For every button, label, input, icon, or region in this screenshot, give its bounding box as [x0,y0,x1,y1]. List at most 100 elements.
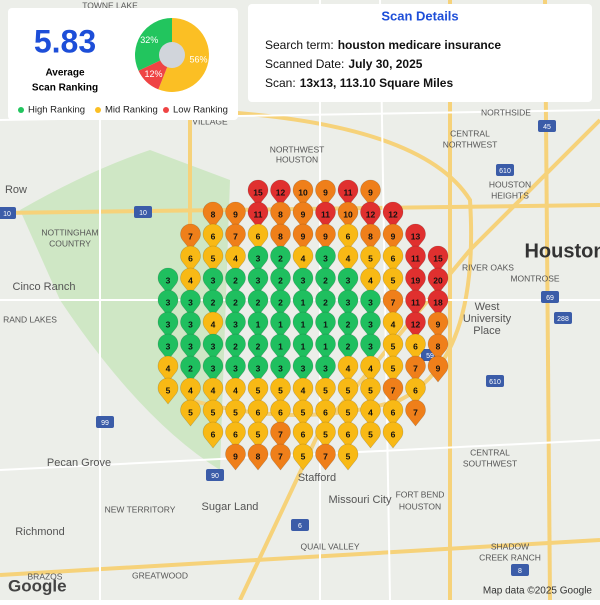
ranking-pin [202,223,224,251]
ranking-pin [337,311,359,339]
pin-rank: 2 [323,275,328,285]
pin-rank: 3 [166,275,171,285]
ranking-pin [292,245,314,273]
pin-rank: 3 [211,341,216,351]
pin-rank: 6 [391,253,396,263]
pin-rank: 7 [413,407,418,417]
ranking-pin [270,223,291,251]
ranking-pin [405,311,426,339]
place-label: BRAZOS [28,571,63,581]
pin-rank: 2 [233,275,238,285]
place-label: HOUSTON [399,501,441,511]
ranking-pin [270,333,291,361]
pin-rank: 3 [256,363,261,373]
ranking-pin [202,289,224,317]
pie-label: 32% [140,35,158,45]
shield-label: 69 [546,295,554,302]
ranking-pin [315,355,336,383]
ranking-pin [270,245,291,273]
pin-rank: 8 [211,209,216,219]
pin-rank: 8 [278,209,283,219]
pin-rank: 6 [211,429,216,439]
ranking-pin [157,355,179,383]
ranking-pin [225,267,246,295]
pin-rank: 9 [233,209,238,219]
pin-rank: 5 [233,407,238,417]
ranking-pin [360,267,381,295]
place-label: MONTROSE [510,273,559,283]
ranking-pin [180,223,201,251]
pin-rank: 7 [278,451,283,461]
ranking-pin [270,443,291,471]
pin-rank: 6 [413,341,418,351]
place-label: GREATWOOD [132,570,188,580]
ranking-pin [427,355,449,383]
google-logo: Google [8,576,67,595]
pin-rank: 5 [391,275,396,285]
place-label: QUAIL VALLEY [300,541,359,551]
ranking-pin [405,377,426,405]
ranking-pin [247,333,269,361]
ranking-pin [202,421,224,449]
place-label: West [475,301,500,313]
ranking-pin [157,377,179,405]
pin-rank: 5 [301,407,306,417]
shield [541,291,559,303]
ranking-pin [337,245,359,273]
ranking-pin [405,399,426,427]
ranking-pin [292,289,314,317]
ranking-pin [337,289,359,317]
ranking-pin [225,377,246,405]
ranking-pin [180,355,201,383]
pin-rank: 2 [233,341,238,351]
place-label: NEW TERRITORY [105,504,176,514]
pin-rank: 3 [278,363,283,373]
ranking-pin [202,399,224,427]
ranking-pin [315,179,336,207]
pin-rank: 6 [233,429,238,439]
place-label: VILLAGE [192,116,228,126]
pin-rank: 1 [301,319,306,329]
ranking-pin [315,377,336,405]
place-label: Stafford [298,472,336,484]
ranking-pin [382,223,404,251]
pin-rank: 12 [411,319,421,329]
shield [486,375,504,387]
pin-rank: 3 [233,363,238,373]
pin-rank: 3 [323,363,328,373]
pin-rank: 4 [301,385,306,395]
ranking-pin [405,289,426,317]
ranking-pin [225,201,246,229]
pin-rank: 6 [301,429,306,439]
place-label: CREEK RANCH [479,552,541,562]
shield-label: 10 [3,211,11,218]
pin-rank: 3 [256,275,261,285]
ranking-pin [157,311,179,339]
pin-rank: 5 [166,385,171,395]
place-label: University [463,313,512,325]
pin-rank: 4 [301,253,306,263]
pin-rank: 19 [411,275,421,285]
ranking-pin [382,245,404,273]
ranking-pin [315,223,336,251]
pie-label: 12% [145,69,163,79]
ranking-pin [315,201,336,229]
pin-rank: 6 [256,231,261,241]
pin-rank: 1 [301,297,306,307]
pin-rank: 4 [346,363,351,373]
legend-dot [95,107,101,113]
pin-rank: 4 [368,407,373,417]
pin-rank: 5 [368,253,373,263]
pin-rank: 8 [278,231,283,241]
shield [538,120,556,132]
ranking-pin [292,399,314,427]
pin-rank: 6 [256,407,261,417]
pin-rank: 1 [278,319,283,329]
ranking-pin [202,201,224,229]
place-label: SHADOW [491,541,529,551]
detail-row: Scan: 13x13, 113.10 Square Miles [265,76,453,90]
place-label: Row [5,184,27,196]
attribution: Map data ©2025 Google [483,586,593,597]
ranking-pin [337,333,359,361]
pin-rank: 9 [436,363,441,373]
